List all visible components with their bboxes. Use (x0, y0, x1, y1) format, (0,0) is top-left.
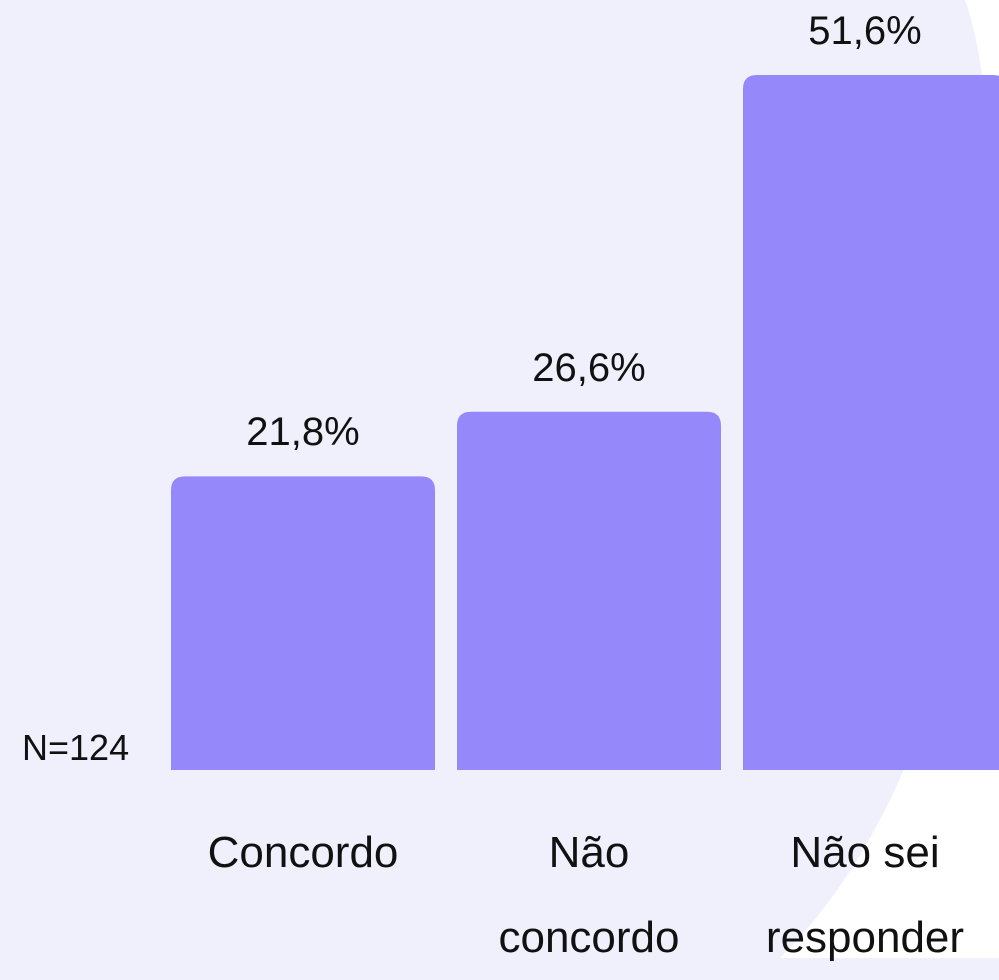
bar (457, 411, 721, 770)
x-tick-label: Não concordo (498, 828, 680, 962)
bar (171, 476, 435, 770)
sample-size: N=124 (22, 727, 130, 768)
chart (171, 0, 999, 958)
root: {"chart_data": {"type": "bar", "categori… (22, 0, 999, 962)
bars (171, 75, 999, 770)
page: html, body { margin: 0; padding: 0; } bo… (22, 0, 999, 962)
bar (743, 75, 999, 770)
value-label: 51,6% (808, 9, 922, 53)
value-label: 21,8% (246, 410, 360, 455)
x-tick-label: Não sei responder (765, 828, 965, 962)
x-tick-label: Concordo (207, 828, 399, 877)
value-label: 26,6% (532, 345, 646, 390)
